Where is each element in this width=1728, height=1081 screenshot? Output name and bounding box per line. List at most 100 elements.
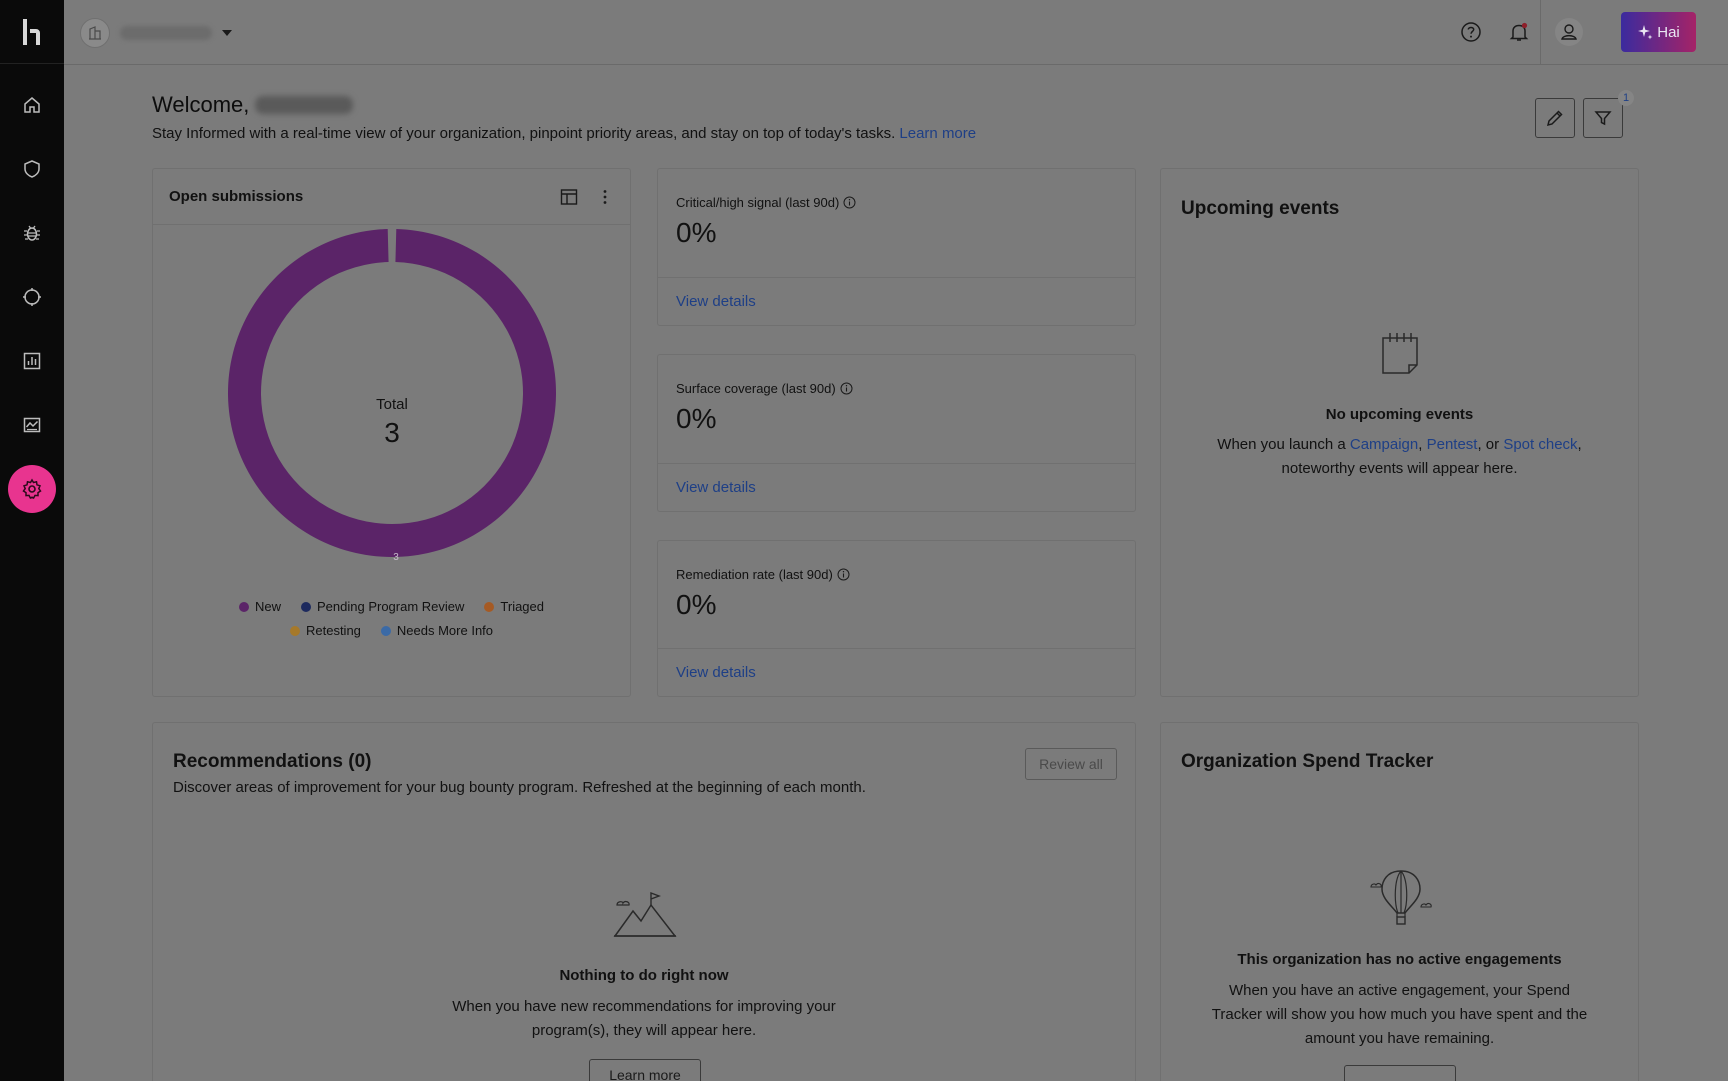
legend-dot bbox=[380, 625, 391, 636]
nothing-to-do-text: When you have new recommendations for im… bbox=[153, 995, 1135, 1043]
legend-item-triaged: Triaged bbox=[484, 599, 544, 614]
stat-card-remediation-rate: Remediation rate (last 90d) 0% View deta… bbox=[657, 540, 1136, 697]
stat-card-critical-high-signal: Critical/high signal (last 90d) 0% View … bbox=[657, 168, 1136, 326]
recommendations-subtitle: Discover areas of improvement for your b… bbox=[173, 779, 866, 796]
info-icon[interactable] bbox=[840, 382, 853, 395]
view-details-link[interactable]: View details bbox=[676, 479, 756, 496]
events-text-after: noteworthy events will appear here. bbox=[1281, 460, 1518, 477]
sidebar-item-bug[interactable] bbox=[8, 209, 56, 257]
notifications-button[interactable] bbox=[1504, 17, 1534, 47]
learn-more-link[interactable]: Learn more bbox=[899, 125, 977, 142]
upcoming-events-title: Upcoming events bbox=[1181, 198, 1340, 219]
home-icon bbox=[24, 97, 40, 113]
stat-label-text: Critical/high signal (last 90d) bbox=[676, 195, 840, 210]
sidebar-item-settings[interactable] bbox=[8, 465, 56, 513]
stat-card-surface-coverage: Surface coverage (last 90d) 0% View deta… bbox=[657, 354, 1136, 512]
sidebar-item-shield[interactable] bbox=[8, 145, 56, 193]
no-active-engagements-text: When you have an active engagement, your… bbox=[1161, 979, 1638, 1051]
open-submissions-title: Open submissions bbox=[169, 188, 304, 205]
stat-value: 0% bbox=[676, 403, 717, 434]
open-submissions-card: Open submissions Total 3 3 New Pending P… bbox=[152, 168, 631, 697]
sidebar bbox=[0, 0, 64, 1081]
spend-text-line-3: amount you have remaining. bbox=[1304, 1030, 1495, 1047]
campaign-link[interactable]: Campaign bbox=[1349, 436, 1419, 453]
legend-label: Triaged bbox=[500, 599, 545, 614]
spend-tracker-title: Organization Spend Tracker bbox=[1181, 751, 1434, 772]
settings-active-bubble bbox=[8, 465, 56, 513]
bug-icon bbox=[24, 225, 40, 241]
legend-item-retesting: Retesting bbox=[289, 623, 361, 638]
welcome-subtitle: Stay Informed with a real-time view of y… bbox=[152, 125, 976, 142]
filter-button[interactable] bbox=[1583, 98, 1623, 138]
filter-icon bbox=[1594, 111, 1612, 126]
legend-label: Pending Program Review bbox=[317, 599, 465, 614]
no-active-engagements-title: This organization has no active engageme… bbox=[1237, 951, 1562, 968]
stat-label: Remediation rate (last 90d) bbox=[676, 567, 850, 582]
info-icon[interactable] bbox=[837, 568, 850, 581]
target-icon bbox=[23, 288, 41, 306]
help-circle-icon bbox=[1461, 22, 1481, 42]
legend-dot bbox=[301, 601, 311, 612]
legend-row-2: Retesting Needs More Info bbox=[153, 623, 630, 638]
events-text-before: When you launch a bbox=[1217, 436, 1346, 453]
help-button[interactable] bbox=[1456, 17, 1486, 47]
stat-label-text: Surface coverage (last 90d) bbox=[676, 381, 836, 396]
welcome-title: Welcome, bbox=[152, 92, 250, 117]
profile-button[interactable] bbox=[1554, 17, 1584, 47]
events-sep-2: , or bbox=[1477, 436, 1500, 453]
organization-name-redacted bbox=[120, 26, 212, 40]
user-name-redacted bbox=[255, 96, 354, 114]
logo-icon bbox=[23, 18, 40, 45]
bar-chart-icon bbox=[23, 352, 41, 370]
more-vertical-icon[interactable] bbox=[596, 188, 614, 206]
gear-icon bbox=[22, 478, 42, 499]
building-icon bbox=[89, 26, 101, 40]
legend-item-new: New bbox=[238, 599, 281, 614]
user-icon bbox=[1555, 18, 1583, 46]
sidebar-item-target[interactable] bbox=[8, 273, 56, 321]
organization-avatar bbox=[80, 18, 110, 48]
info-icon[interactable] bbox=[843, 196, 856, 209]
hai-assistant-button[interactable]: Hai bbox=[1621, 12, 1696, 52]
nothing-to-do-line-1: When you have new recommendations for im… bbox=[452, 998, 836, 1015]
legend-label: Needs More Info bbox=[396, 623, 494, 638]
spend-text-line-1: When you have an active engagement, your… bbox=[1228, 982, 1571, 999]
legend-label: Retesting bbox=[305, 623, 361, 638]
learn-more-button[interactable]: Learn more bbox=[589, 1059, 701, 1081]
sparkle-icon bbox=[1638, 25, 1653, 40]
spend-tracker-action-button[interactable] bbox=[1344, 1065, 1456, 1081]
nothing-to-do-line-2: program(s), they will appear here. bbox=[531, 1022, 757, 1039]
recommendations-title: Recommendations (0) bbox=[173, 751, 372, 772]
edit-dashboard-button[interactable] bbox=[1535, 98, 1575, 138]
hai-label: Hai bbox=[1657, 23, 1680, 41]
sidebar-item-reports[interactable] bbox=[8, 337, 56, 385]
upcoming-events-card: Upcoming events No upcoming events When … bbox=[1160, 168, 1639, 697]
view-details-link[interactable]: View details bbox=[676, 664, 756, 681]
stat-footer: View details bbox=[658, 277, 1135, 325]
stat-label-text: Remediation rate (last 90d) bbox=[676, 567, 833, 582]
hackerone-logo[interactable] bbox=[0, 0, 64, 64]
legend-dot bbox=[484, 601, 495, 612]
spot-check-link[interactable]: Spot check bbox=[1503, 436, 1578, 453]
sidebar-item-home[interactable] bbox=[8, 81, 56, 129]
donut-slice-new[interactable] bbox=[228, 229, 556, 557]
table-view-icon[interactable] bbox=[560, 188, 578, 206]
hot-air-balloon-icon bbox=[1370, 870, 1432, 925]
legend-row-1: New Pending Program Review Triaged bbox=[153, 599, 630, 614]
organization-switcher[interactable] bbox=[80, 17, 232, 49]
no-upcoming-events-text: When you launch a Campaign, Pentest, or … bbox=[1161, 433, 1638, 481]
recommendations-card: Recommendations (0) Discover areas of im… bbox=[152, 722, 1136, 1081]
review-all-button[interactable]: Review all bbox=[1025, 748, 1117, 780]
pentest-link[interactable]: Pentest bbox=[1426, 436, 1478, 453]
filter-count-badge: 1 bbox=[1618, 90, 1634, 106]
chevron-down-icon bbox=[222, 30, 232, 36]
spend-tracker-card: Organization Spend Tracker This organiza… bbox=[1160, 722, 1639, 1081]
topbar: Hai bbox=[64, 0, 1728, 65]
line-chart-icon bbox=[23, 417, 41, 433]
notepad-icon bbox=[1382, 333, 1418, 374]
view-details-link[interactable]: View details bbox=[676, 293, 756, 310]
sidebar-item-analytics[interactable] bbox=[8, 401, 56, 449]
spend-text-line-2: Tracker will show you how much you have … bbox=[1211, 1006, 1588, 1023]
events-sep-1: , bbox=[1418, 436, 1423, 453]
events-sep-3: , bbox=[1577, 436, 1582, 453]
